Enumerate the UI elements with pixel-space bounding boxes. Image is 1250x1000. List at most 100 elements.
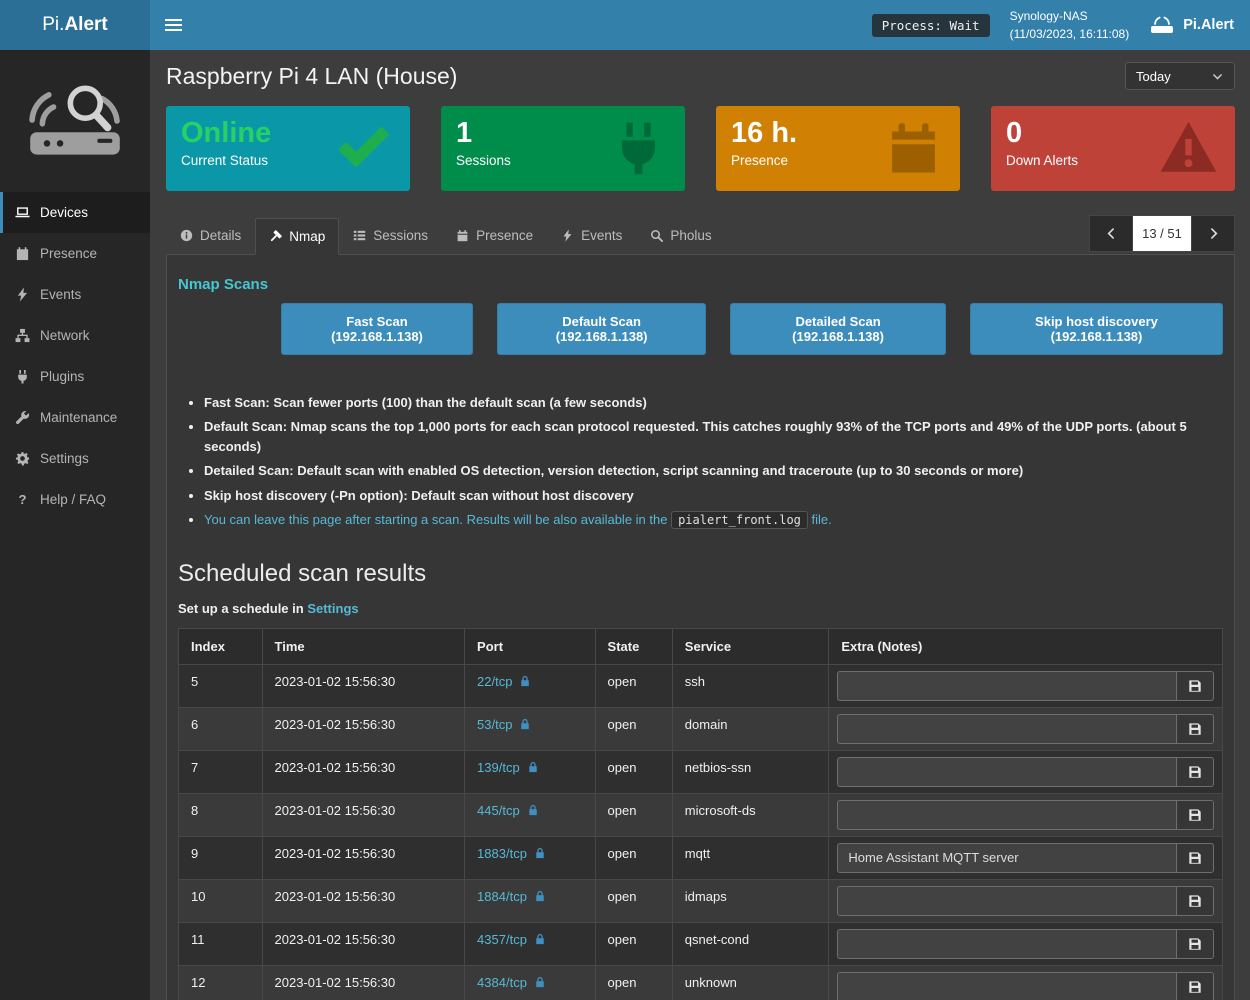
- cell-state: open: [594, 878, 673, 923]
- note-input[interactable]: [837, 756, 1176, 787]
- tab-label: Nmap: [289, 229, 326, 244]
- prev-page-button[interactable]: [1089, 215, 1133, 252]
- cell-note: [828, 921, 1223, 966]
- note-input[interactable]: [837, 842, 1176, 873]
- save-button[interactable]: [1176, 971, 1214, 1000]
- save-button[interactable]: [1176, 799, 1214, 830]
- note-input[interactable]: [837, 885, 1176, 916]
- save-button[interactable]: [1176, 713, 1214, 744]
- brand-suffix: Alert: [64, 14, 108, 35]
- table-row: 7 2023-01-02 15:56:30 139/tcp open netbi…: [178, 749, 1223, 794]
- cell-note: [828, 835, 1223, 880]
- title-row: Raspberry Pi 4 LAN (House) Today: [166, 62, 1235, 90]
- cell-index: 8: [178, 792, 263, 837]
- host-time: (11/03/2023, 16:11:08): [1009, 27, 1130, 41]
- port-link[interactable]: 1884/tcp: [477, 889, 546, 904]
- calendar-icon: [456, 229, 469, 242]
- main-content: Raspberry Pi 4 LAN (House) Today Online …: [150, 50, 1250, 1000]
- tab-pholus[interactable]: Pholus: [636, 217, 725, 254]
- page-title: Raspberry Pi 4 LAN (House): [166, 62, 458, 89]
- port-link[interactable]: 53/tcp: [477, 717, 531, 732]
- sidebar-item-events[interactable]: Events: [0, 274, 150, 315]
- cell-index: 5: [178, 663, 263, 708]
- save-button[interactable]: [1176, 885, 1214, 916]
- tabs: Details Nmap Sessions Presence Events Ph…: [166, 217, 726, 255]
- sidebar-item-maintenance[interactable]: Maintenance: [0, 397, 150, 438]
- period-select[interactable]: Today: [1125, 62, 1235, 90]
- cell-state: open: [594, 835, 673, 880]
- settings-link[interactable]: Settings: [307, 600, 359, 616]
- lock-icon: [519, 718, 531, 730]
- column-header-index: Index: [178, 627, 263, 665]
- scan-description: Detailed Scan: Default scan with enabled…: [204, 461, 1223, 481]
- scan-button-skip-host-discovery[interactable]: Skip host discovery (192.168.1.138): [969, 303, 1223, 355]
- save-icon: [1188, 851, 1202, 865]
- sidebar-item-label: Devices: [40, 205, 89, 220]
- sidebar-item-help-faq[interactable]: ? Help / FAQ: [0, 479, 150, 520]
- app-logo[interactable]: Pi. Alert: [0, 0, 150, 50]
- router-icon: [1149, 15, 1175, 35]
- tab-sessions[interactable]: Sessions: [339, 217, 442, 254]
- app-name: Pi.Alert: [1183, 17, 1234, 33]
- cell-port: 1884/tcp: [464, 878, 596, 923]
- table-row: 6 2023-01-02 15:56:30 53/tcp open domain: [178, 706, 1223, 751]
- scan-button-default-scan[interactable]: Default Scan (192.168.1.138): [496, 303, 707, 355]
- tab-label: Events: [581, 228, 623, 243]
- save-button[interactable]: [1176, 842, 1214, 873]
- save-icon: [1188, 679, 1202, 693]
- sidebar-item-devices[interactable]: Devices: [0, 192, 150, 233]
- calendar-icon: [15, 246, 30, 261]
- cell-note: [828, 749, 1223, 794]
- tab-events[interactable]: Events: [547, 217, 636, 254]
- cell-service: microsoft-ds: [671, 792, 830, 837]
- sidebar-item-network[interactable]: Network: [0, 315, 150, 356]
- note-input[interactable]: [837, 928, 1176, 959]
- sidebar-item-label: Plugins: [40, 369, 85, 384]
- tab-details[interactable]: Details: [166, 217, 255, 254]
- save-icon: [1188, 894, 1202, 908]
- cell-port: 53/tcp: [464, 706, 596, 751]
- table-row: 12 2023-01-02 15:56:30 4384/tcp open unk…: [178, 964, 1223, 1000]
- topbar-right: Process: Wait Synology-NAS (11/03/2023, …: [871, 0, 1250, 50]
- sidebar-item-label: Network: [40, 328, 90, 343]
- tab-nmap[interactable]: Nmap: [255, 218, 340, 255]
- scan-button-detailed-scan[interactable]: Detailed Scan (192.168.1.138): [730, 303, 946, 355]
- port-link[interactable]: 445/tcp: [477, 803, 539, 818]
- port-link[interactable]: 1883/tcp: [477, 846, 546, 861]
- cell-service: mqtt: [671, 835, 830, 880]
- lock-icon: [527, 761, 539, 773]
- save-button[interactable]: [1176, 670, 1214, 701]
- cell-state: open: [594, 663, 673, 708]
- sidebar-item-presence[interactable]: Presence: [0, 233, 150, 274]
- note-input[interactable]: [837, 971, 1176, 1000]
- next-page-button[interactable]: [1191, 215, 1235, 252]
- chevron-right-icon: [1207, 227, 1220, 240]
- port-link[interactable]: 139/tcp: [477, 760, 539, 775]
- app-badge[interactable]: Pi.Alert: [1149, 15, 1234, 35]
- note-input[interactable]: [837, 670, 1176, 701]
- bolt-icon: [561, 229, 574, 242]
- port-link[interactable]: 4357/tcp: [477, 932, 546, 947]
- hamburger-menu-icon[interactable]: [150, 0, 196, 50]
- port-link[interactable]: 4384/tcp: [477, 975, 546, 990]
- summary-box-presence: 16 h. Presence: [716, 106, 960, 191]
- scan-button-fast-scan[interactable]: Fast Scan (192.168.1.138): [281, 303, 473, 355]
- sidebar-menu: Devices Presence Events Network Plugins …: [0, 192, 150, 520]
- sidebar-item-plugins[interactable]: Plugins: [0, 356, 150, 397]
- summary-box-sessions: 1 Sessions: [441, 106, 685, 191]
- sidebar-item-settings[interactable]: Settings: [0, 438, 150, 479]
- scan-results-body: 5 2023-01-02 15:56:30 22/tcp open ssh 6 …: [178, 663, 1223, 1000]
- port-link[interactable]: 22/tcp: [477, 674, 531, 689]
- cell-service: unknown: [671, 964, 830, 1000]
- process-status-badge: Process: Wait: [871, 13, 990, 37]
- tab-label: Presence: [476, 228, 534, 243]
- save-button[interactable]: [1176, 756, 1214, 787]
- tab-label: Details: [200, 228, 242, 243]
- pialert-logo: [0, 50, 150, 192]
- save-button[interactable]: [1176, 928, 1214, 959]
- tab-presence[interactable]: Presence: [442, 217, 547, 254]
- note-input[interactable]: [837, 799, 1176, 830]
- lock-icon: [519, 675, 531, 687]
- sidebar-item-label: Presence: [40, 246, 98, 261]
- note-input[interactable]: [837, 713, 1176, 744]
